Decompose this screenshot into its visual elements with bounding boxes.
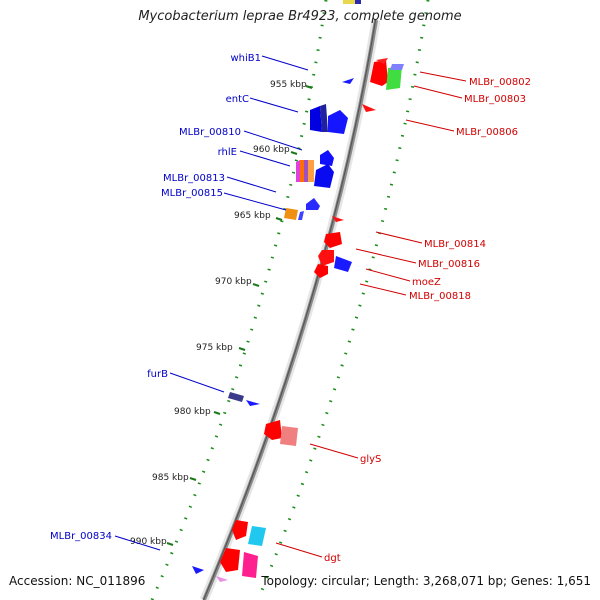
label-MLBr_00802: MLBr_00802 (469, 77, 531, 88)
tick-label-965: 965 kbp (234, 211, 271, 221)
genome-backbone (199, 19, 381, 600)
label-dgt: dgt (324, 553, 341, 564)
label-MLBr_00815: MLBr_00815 (161, 188, 223, 199)
label-MLBr_00814: MLBr_00814 (424, 239, 486, 250)
label-entC: entC (226, 94, 249, 105)
outer-dotted-track (256, 0, 430, 600)
tick-label-985: 985 kbp (152, 473, 189, 483)
tick-label-980: 980 kbp (174, 407, 211, 417)
map-title: Mycobacterium leprae Br4923, complete ge… (138, 9, 462, 24)
forward-genes (192, 0, 361, 582)
label-MLBr_00816: MLBr_00816 (418, 259, 480, 270)
accession-text: Accession: NC_011896 (9, 574, 146, 588)
tick-label-960: 960 kbp (253, 145, 290, 155)
tick-label-955: 955 kbp (270, 80, 307, 90)
label-MLBr_00813: MLBr_00813 (163, 173, 225, 184)
label-MLBr_00834: MLBr_00834 (50, 531, 112, 542)
label-rhlE: rhlE (218, 147, 237, 158)
label-furB: furB (147, 369, 168, 380)
tick-marks (166, 85, 313, 546)
label-moeZ: moeZ (412, 277, 441, 288)
tick-label-970: 970 kbp (215, 277, 252, 287)
label-MLBr_00810: MLBr_00810 (179, 127, 241, 138)
label-MLBr_00818: MLBr_00818 (409, 291, 471, 302)
forward-label-leaders (114, 55, 309, 551)
label-MLBr_00803: MLBr_00803 (464, 94, 526, 105)
reverse-label-leaders (275, 71, 467, 558)
tick-label-990: 990 kbp (130, 537, 167, 547)
label-whiB1: whiB1 (230, 53, 261, 64)
label-MLBr_00806: MLBr_00806 (456, 127, 518, 138)
label-glyS: glyS (360, 454, 381, 465)
reverse-genes (220, 58, 404, 578)
tick-label-975: 975 kbp (196, 343, 233, 353)
topology-text: Topology: circular; Length: 3,268,071 bp… (261, 574, 591, 588)
